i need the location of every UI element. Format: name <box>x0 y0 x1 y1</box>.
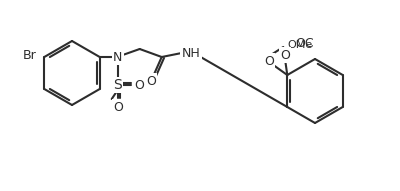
Text: NH: NH <box>182 46 200 60</box>
Text: O: O <box>280 49 290 62</box>
Text: O: O <box>113 100 123 113</box>
Text: O: O <box>134 79 144 91</box>
Text: N: N <box>113 50 122 63</box>
Text: O: O <box>146 74 156 87</box>
Text: Br: Br <box>22 49 36 62</box>
Text: OMe: OMe <box>287 40 312 50</box>
Text: O: O <box>264 54 274 67</box>
Text: OC: OC <box>295 36 314 49</box>
Text: S: S <box>113 78 122 92</box>
